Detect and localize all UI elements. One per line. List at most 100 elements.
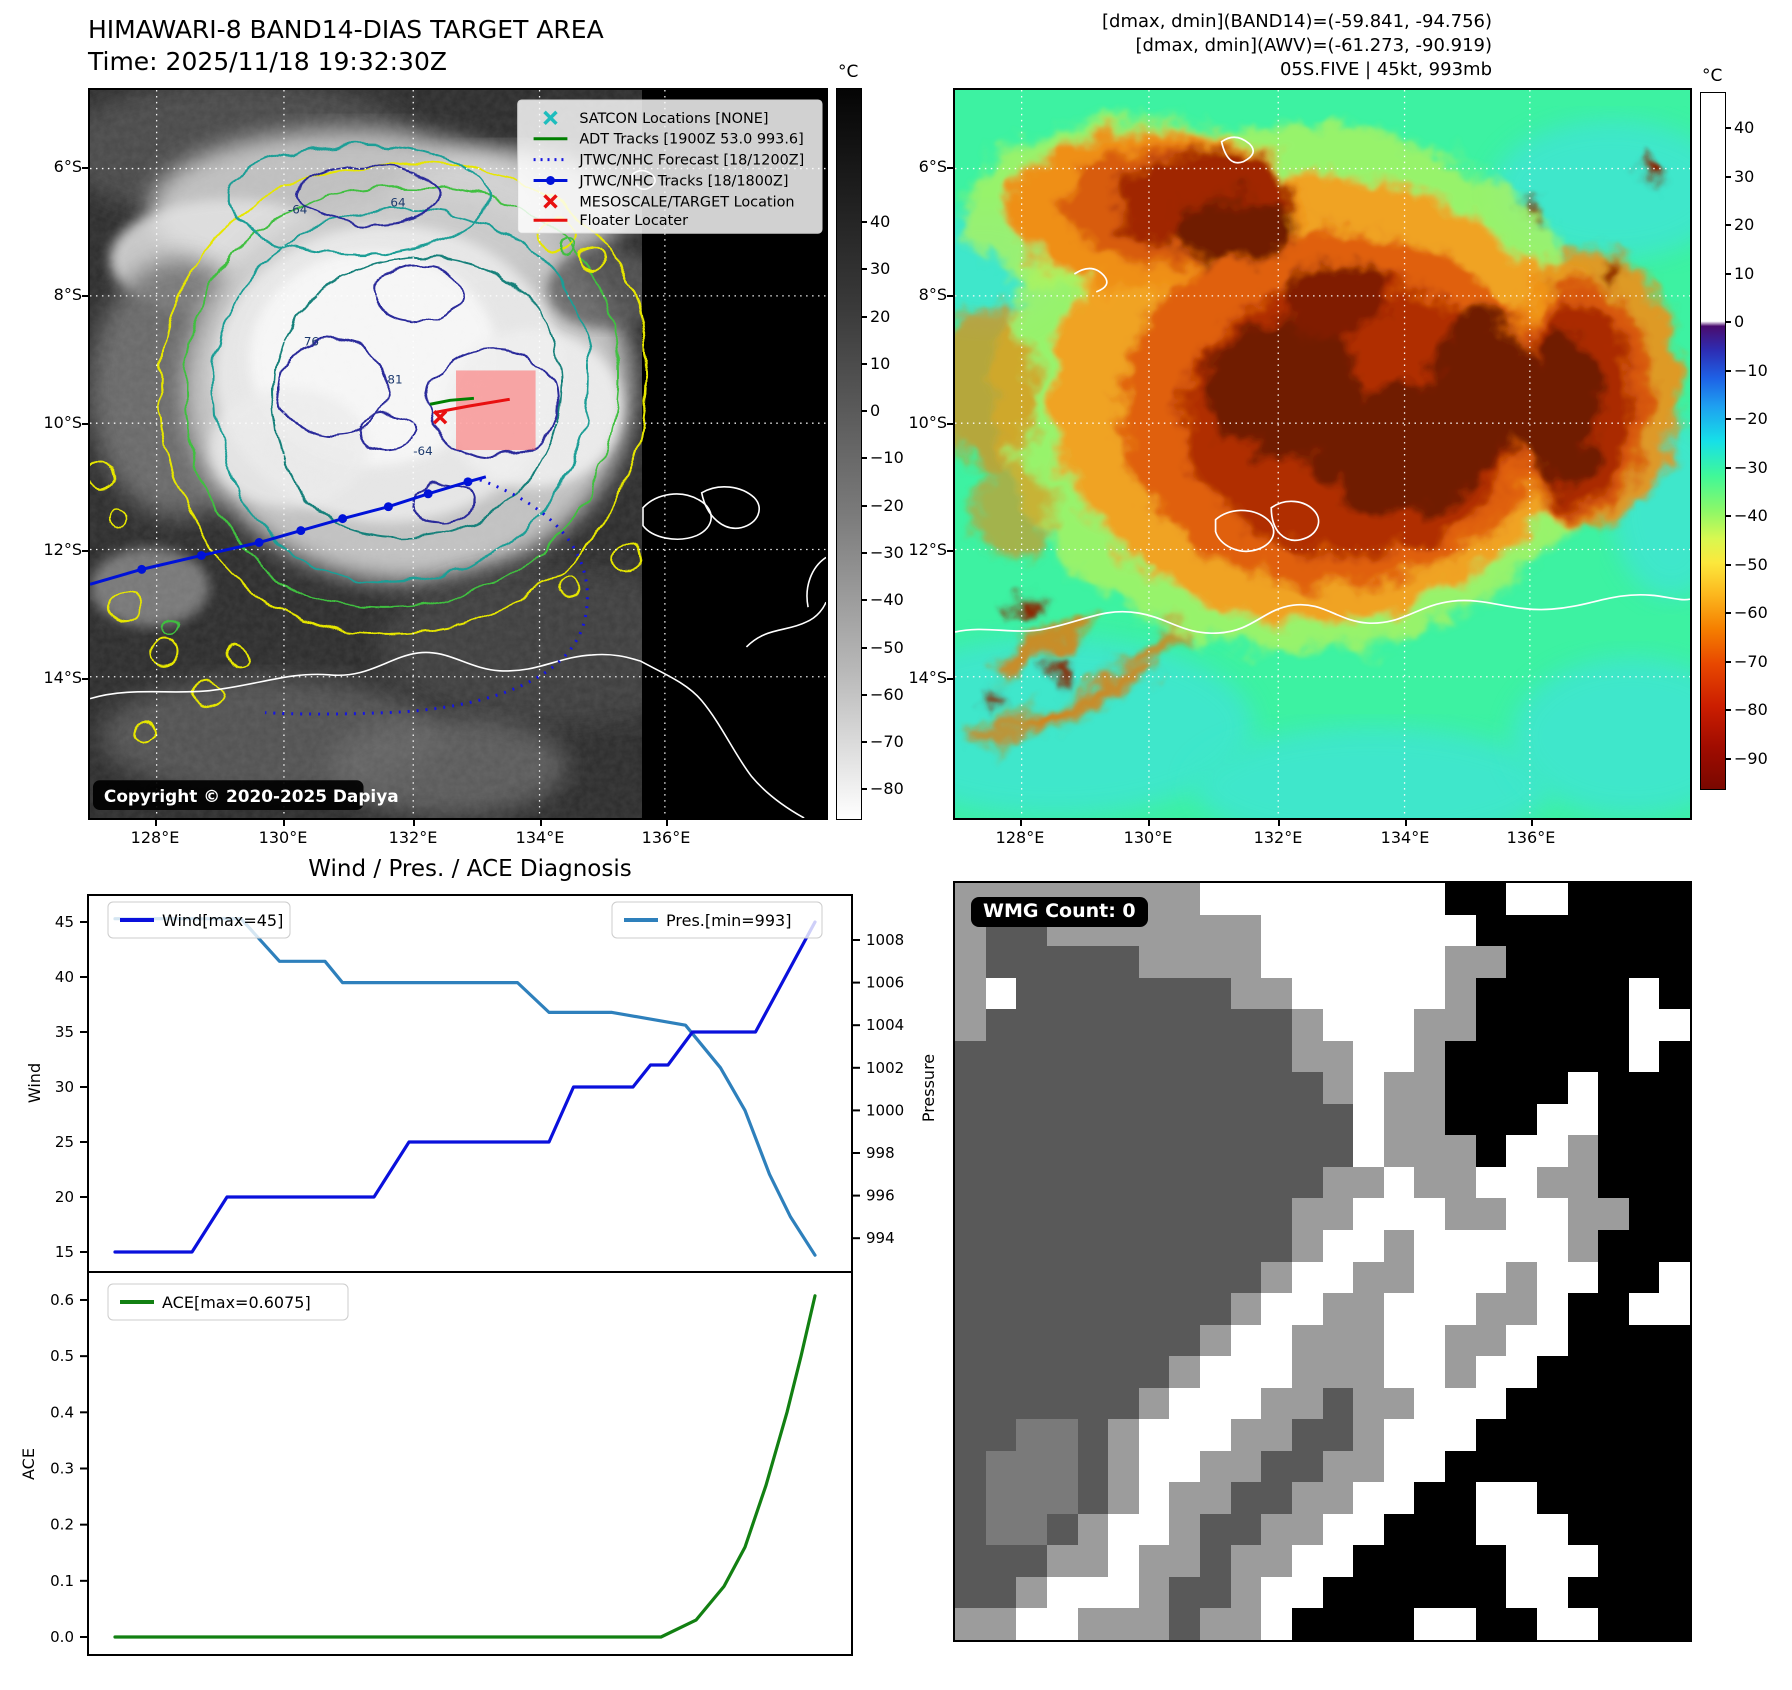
wmg-grid-cell xyxy=(1628,1387,1660,1420)
wmg-grid-cell xyxy=(1138,1513,1170,1546)
wmg-grid-cell xyxy=(1475,1293,1507,1326)
wmg-grid-cell xyxy=(1291,1513,1323,1546)
wmg-grid-cell xyxy=(1414,1513,1446,1546)
wmg-grid-cell xyxy=(1383,946,1415,979)
wmg-grid-cell xyxy=(1353,1545,1385,1578)
wmg-grid-cell xyxy=(1077,1072,1109,1105)
ace-tick-label: 0.0 xyxy=(50,1628,74,1646)
colorbar-tick-label: 10 xyxy=(870,353,891,373)
wmg-grid-cell xyxy=(1445,1135,1477,1168)
wmg-grid-cell xyxy=(1322,1103,1354,1136)
wmg-grid-cell xyxy=(1016,1293,1048,1326)
wmg-grid-cell xyxy=(1475,1261,1507,1294)
wmg-grid-cell xyxy=(1169,1009,1201,1042)
wmg-grid-cell xyxy=(1414,1419,1446,1452)
wmg-grid-cell xyxy=(1046,1261,1078,1294)
wmg-grid-cell xyxy=(1567,914,1599,947)
wmg-grid-cell xyxy=(1077,1229,1109,1262)
wmg-grid-cell xyxy=(1200,1513,1232,1546)
wmg-grid-cell xyxy=(1108,1608,1140,1640)
wmg-grid-cell xyxy=(1046,1229,1078,1262)
wmg-grid-cell xyxy=(1322,946,1354,979)
wmg-grid-cell xyxy=(1506,1293,1538,1326)
wmg-grid-cell xyxy=(1536,1513,1568,1546)
wmg-grid-cell xyxy=(1628,1608,1660,1640)
colorbar-tick-label: −70 xyxy=(870,732,904,752)
wmg-grid-cell xyxy=(1322,883,1354,916)
wmg-grid-cell xyxy=(1567,1576,1599,1609)
wmg-grid-cell xyxy=(1536,977,1568,1010)
colorbar-tick-label: 40 xyxy=(1734,118,1755,138)
lat-tick-mark xyxy=(82,550,88,552)
wmg-grid-cell xyxy=(1169,1513,1201,1546)
wmg-grid-cell xyxy=(985,1324,1017,1357)
wmg-grid-cell xyxy=(1383,1576,1415,1609)
wmg-grid-cell xyxy=(1353,1198,1385,1231)
wmg-grid-cell xyxy=(1598,1513,1630,1546)
wmg-grid-cell xyxy=(1506,1482,1538,1515)
wmg-grid-cell xyxy=(985,1229,1017,1262)
wmg-grid-cell xyxy=(1046,1513,1078,1546)
wmg-grid-cell xyxy=(1506,1450,1538,1483)
wmg-grid-cell xyxy=(1475,914,1507,947)
wmg-grid-cell xyxy=(1230,1545,1262,1578)
wmg-grid-cell xyxy=(1567,1293,1599,1326)
wmg-grid-cell xyxy=(1383,1009,1415,1042)
wmg-grid-cell xyxy=(1567,1135,1599,1168)
wmg-grid-cell xyxy=(1567,1040,1599,1073)
wmg-grid-cell xyxy=(1200,1229,1232,1262)
wmg-grid-cell xyxy=(1353,1387,1385,1420)
wmg-grid-cell xyxy=(1567,1450,1599,1483)
colorbar-tick-label: −70 xyxy=(1734,651,1768,671)
legend-label: Floater Locater xyxy=(579,213,688,229)
wmg-grid-cell xyxy=(1536,914,1568,947)
wmg-grid-cell xyxy=(955,1198,987,1231)
colorbar-tick-label: −10 xyxy=(870,448,904,468)
wmg-grid-cell xyxy=(1016,946,1048,979)
wmg-grid-cell xyxy=(955,1261,987,1294)
wmg-grid-cell xyxy=(1659,1198,1690,1231)
wmg-grid-cell xyxy=(1659,1356,1690,1389)
wmg-grid-cell xyxy=(1108,1009,1140,1042)
wmg-grid-cell xyxy=(1628,1513,1660,1546)
wmg-grid-cell xyxy=(1353,1293,1385,1326)
wmg-grid-cell xyxy=(1077,977,1109,1010)
wmg-grid-cell xyxy=(1536,1356,1568,1389)
wmg-grid-cell xyxy=(1230,914,1262,947)
wmg-grid-cell xyxy=(1322,1135,1354,1168)
wmg-grid-cell xyxy=(955,1545,987,1578)
wmg-grid-cell xyxy=(1598,1608,1630,1640)
wmg-grid-cell xyxy=(1261,914,1293,947)
wmg-grid-cell xyxy=(1567,1545,1599,1578)
legend-label: ADT Tracks [1900Z 53.0 993.6] xyxy=(579,132,803,148)
ace-legend-label: ACE[max=0.6075] xyxy=(162,1293,311,1312)
wmg-grid-cell xyxy=(1506,1229,1538,1262)
legend-row-mesoscale: MESOSCALE/TARGET Location xyxy=(543,194,795,210)
wmg-grid-cell xyxy=(1016,1482,1048,1515)
wmg-grid-cell xyxy=(955,1576,987,1609)
wmg-grid-cell xyxy=(1261,1103,1293,1136)
wmg-grid-cell xyxy=(1383,1608,1415,1640)
wmg-grid-cell xyxy=(1322,1356,1354,1389)
wmg-grid-cell xyxy=(1414,1450,1446,1483)
wmg-grid-cell xyxy=(1598,1324,1630,1357)
lat-tick-mark xyxy=(947,423,953,425)
pressure-legend: Pres.[min=993] xyxy=(611,901,823,939)
series-line-ACE[max=0.6075] xyxy=(113,1294,817,1639)
wmg-grid-cell xyxy=(1077,1166,1109,1199)
legend-label: JTWC/NHC Forecast [18/1200Z] xyxy=(578,153,804,169)
wmg-grid-cell xyxy=(1046,1608,1078,1640)
wmg-grid-cell xyxy=(1230,1450,1262,1483)
wmg-grid-cell xyxy=(955,1229,987,1262)
wmg-grid-cell xyxy=(1200,1387,1232,1420)
pressure-axis-label: Pressure xyxy=(919,1054,938,1122)
wmg-grid-cell xyxy=(1598,1072,1630,1105)
wmg-grid-cell xyxy=(1414,1009,1446,1042)
wmg-grid-cell xyxy=(1659,946,1690,979)
wmg-grid-cell xyxy=(1169,914,1201,947)
wmg-grid-cell xyxy=(1200,1198,1232,1231)
wmg-grid-cell xyxy=(1536,1072,1568,1105)
wmg-grid-cell xyxy=(1230,1009,1262,1042)
wmg-grid-cell xyxy=(1322,1198,1354,1231)
wmg-grid-cell xyxy=(985,1545,1017,1578)
